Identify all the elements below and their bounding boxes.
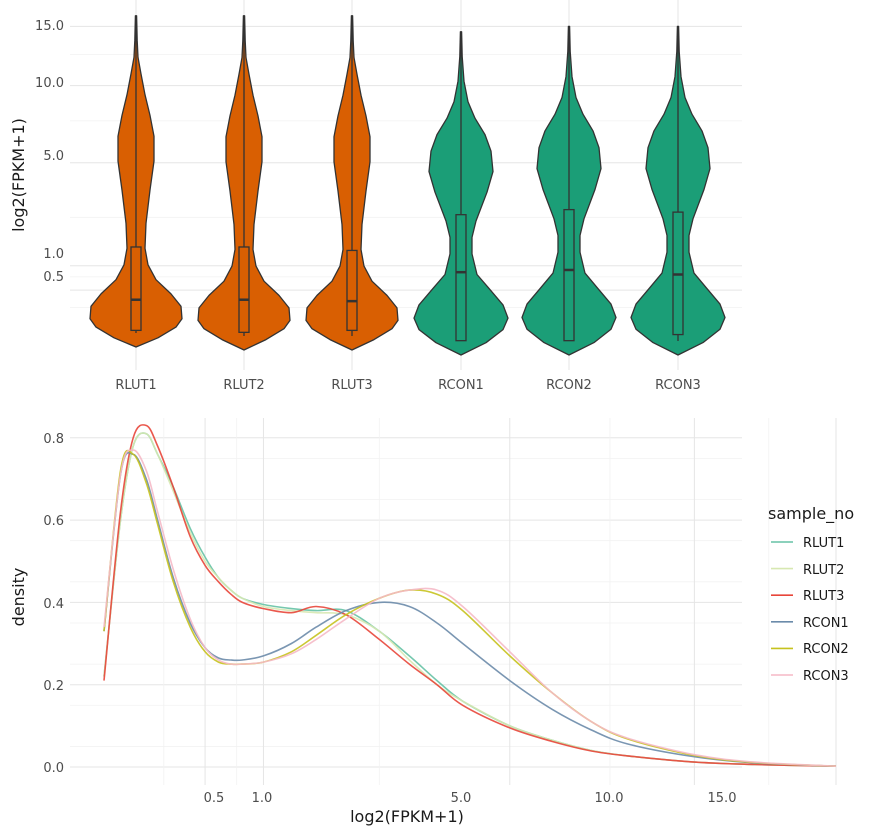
legend-items: RLUT1 RLUT2 RLUT3 RCON1 RCON2 RCON3 xyxy=(771,536,849,684)
density-line-RCON1 xyxy=(103,451,837,767)
violin-y-tick: 10.0 xyxy=(35,76,64,91)
violin-x-tick: RCON3 xyxy=(655,378,701,393)
legend-item-label: RCON2 xyxy=(803,642,849,657)
density-y-tick: 0.8 xyxy=(43,432,64,447)
density-line-RLUT3 xyxy=(103,424,837,767)
violin-x-tick: RCON1 xyxy=(438,378,484,393)
violin-x-tick: RLUT2 xyxy=(223,378,264,393)
density-gridlines xyxy=(70,418,837,785)
box-RCON1 xyxy=(455,214,467,342)
violin-panel: 15.0 10.0 5.0 1.0 0.5 RLUT1 RLUT2 RLUT3 … xyxy=(9,0,742,393)
legend-item-label: RCON1 xyxy=(803,616,849,631)
violin-shapes xyxy=(89,15,726,356)
density-x-tick: 10.0 xyxy=(595,791,624,806)
density-y-tick: 0.6 xyxy=(43,514,64,529)
box-RLUT3 xyxy=(346,249,358,332)
density-line-RLUT1 xyxy=(103,432,837,767)
density-line-RCON3 xyxy=(103,449,837,767)
density-y-axis-label: density xyxy=(9,568,28,627)
violin-y-tick: 15.0 xyxy=(35,19,64,34)
legend-title: sample_no xyxy=(768,504,854,524)
legend-item-label: RLUT2 xyxy=(803,563,844,578)
density-y-tick: 0.0 xyxy=(43,761,64,776)
density-x-tick-labels: 0.5 1.0 5.0 10.0 15.0 xyxy=(204,791,737,806)
density-x-tick: 1.0 xyxy=(252,791,273,806)
violin-y-tick: 5.0 xyxy=(43,149,64,164)
box-RCON2 xyxy=(563,208,575,342)
legend-item-label: RCON3 xyxy=(803,669,849,684)
density-y-tick: 0.2 xyxy=(43,679,64,694)
density-x-axis-label: log2(FPKM+1) xyxy=(350,807,464,826)
violin-y-tick-labels: 15.0 10.0 5.0 1.0 0.5 xyxy=(35,19,64,285)
violin-x-tick: RLUT1 xyxy=(115,378,156,393)
density-line-RLUT2 xyxy=(103,432,837,767)
density-y-tick-labels: 0.0 0.2 0.4 0.6 0.8 xyxy=(43,432,64,776)
density-lines xyxy=(103,424,837,767)
density-x-tick: 5.0 xyxy=(451,791,472,806)
density-panel: 0.0 0.2 0.4 0.6 0.8 0.5 1.0 5.0 10.0 15.… xyxy=(9,418,837,826)
legend-item-label: RLUT1 xyxy=(803,536,844,551)
violin-y-tick: 0.5 xyxy=(43,270,64,285)
violin-x-tick: RCON2 xyxy=(546,378,592,393)
density-x-tick: 0.5 xyxy=(204,791,225,806)
density-y-tick: 0.4 xyxy=(43,597,64,612)
density-x-tick: 15.0 xyxy=(708,791,737,806)
violin-x-tick: RLUT3 xyxy=(331,378,372,393)
density-line-RCON2 xyxy=(103,449,837,767)
legend: sample_no RLUT1 RLUT2 RLUT3 RCON1 RCON2 … xyxy=(768,504,854,684)
legend-item-label: RLUT3 xyxy=(803,589,844,604)
violin-y-tick: 1.0 xyxy=(43,247,64,262)
box-RLUT2 xyxy=(238,246,250,333)
box-RLUT1 xyxy=(130,246,142,332)
violin-x-tick-labels: RLUT1 RLUT2 RLUT3 RCON1 RCON2 RCON3 xyxy=(115,378,701,393)
violin-y-axis-label: log2(FPKM+1) xyxy=(9,118,28,232)
